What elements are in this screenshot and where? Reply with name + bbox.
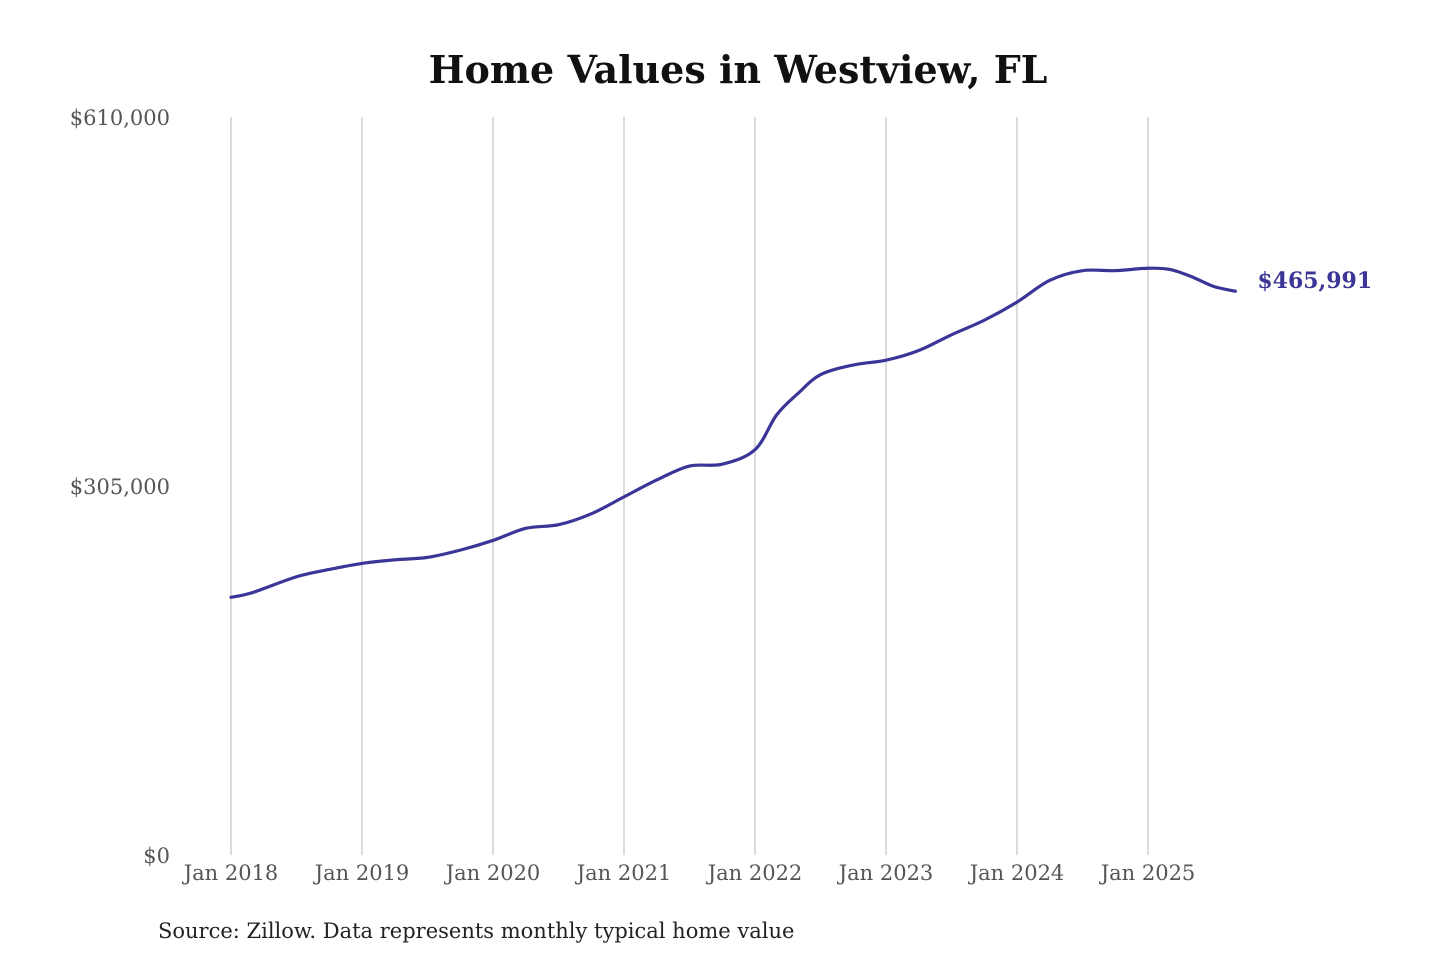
x-tick-label: Jan 2025 (1099, 861, 1196, 885)
x-tick-label: Jan 2019 (313, 861, 410, 885)
x-tick-label: Jan 2021 (575, 861, 672, 885)
x-tick-label: Jan 2022 (706, 861, 803, 885)
y-axis-ticks: $0 $305,000 $610,000 (70, 106, 170, 868)
source-note: Source: Zillow. Data represents monthly … (158, 919, 794, 943)
x-tick-label: Jan 2020 (444, 861, 541, 885)
x-axis-ticks: Jan 2018 Jan 2019 Jan 2020 Jan 2021 Jan 2022… (182, 861, 1196, 885)
x-tick-label: Jan 2018 (182, 861, 279, 885)
x-tick-label: Jan 2024 (968, 861, 1065, 885)
chart-title: Home Values in Westview, FL (429, 47, 1048, 92)
x-tick-label: Jan 2023 (837, 861, 934, 885)
series-line-home-value (229, 266, 1237, 599)
end-value-label: $465,991 (1257, 268, 1372, 294)
y-tick-label: $0 (143, 844, 170, 868)
y-tick-label: $610,000 (70, 106, 170, 130)
gridlines (230, 117, 1149, 855)
y-tick-label: $305,000 (70, 475, 170, 499)
